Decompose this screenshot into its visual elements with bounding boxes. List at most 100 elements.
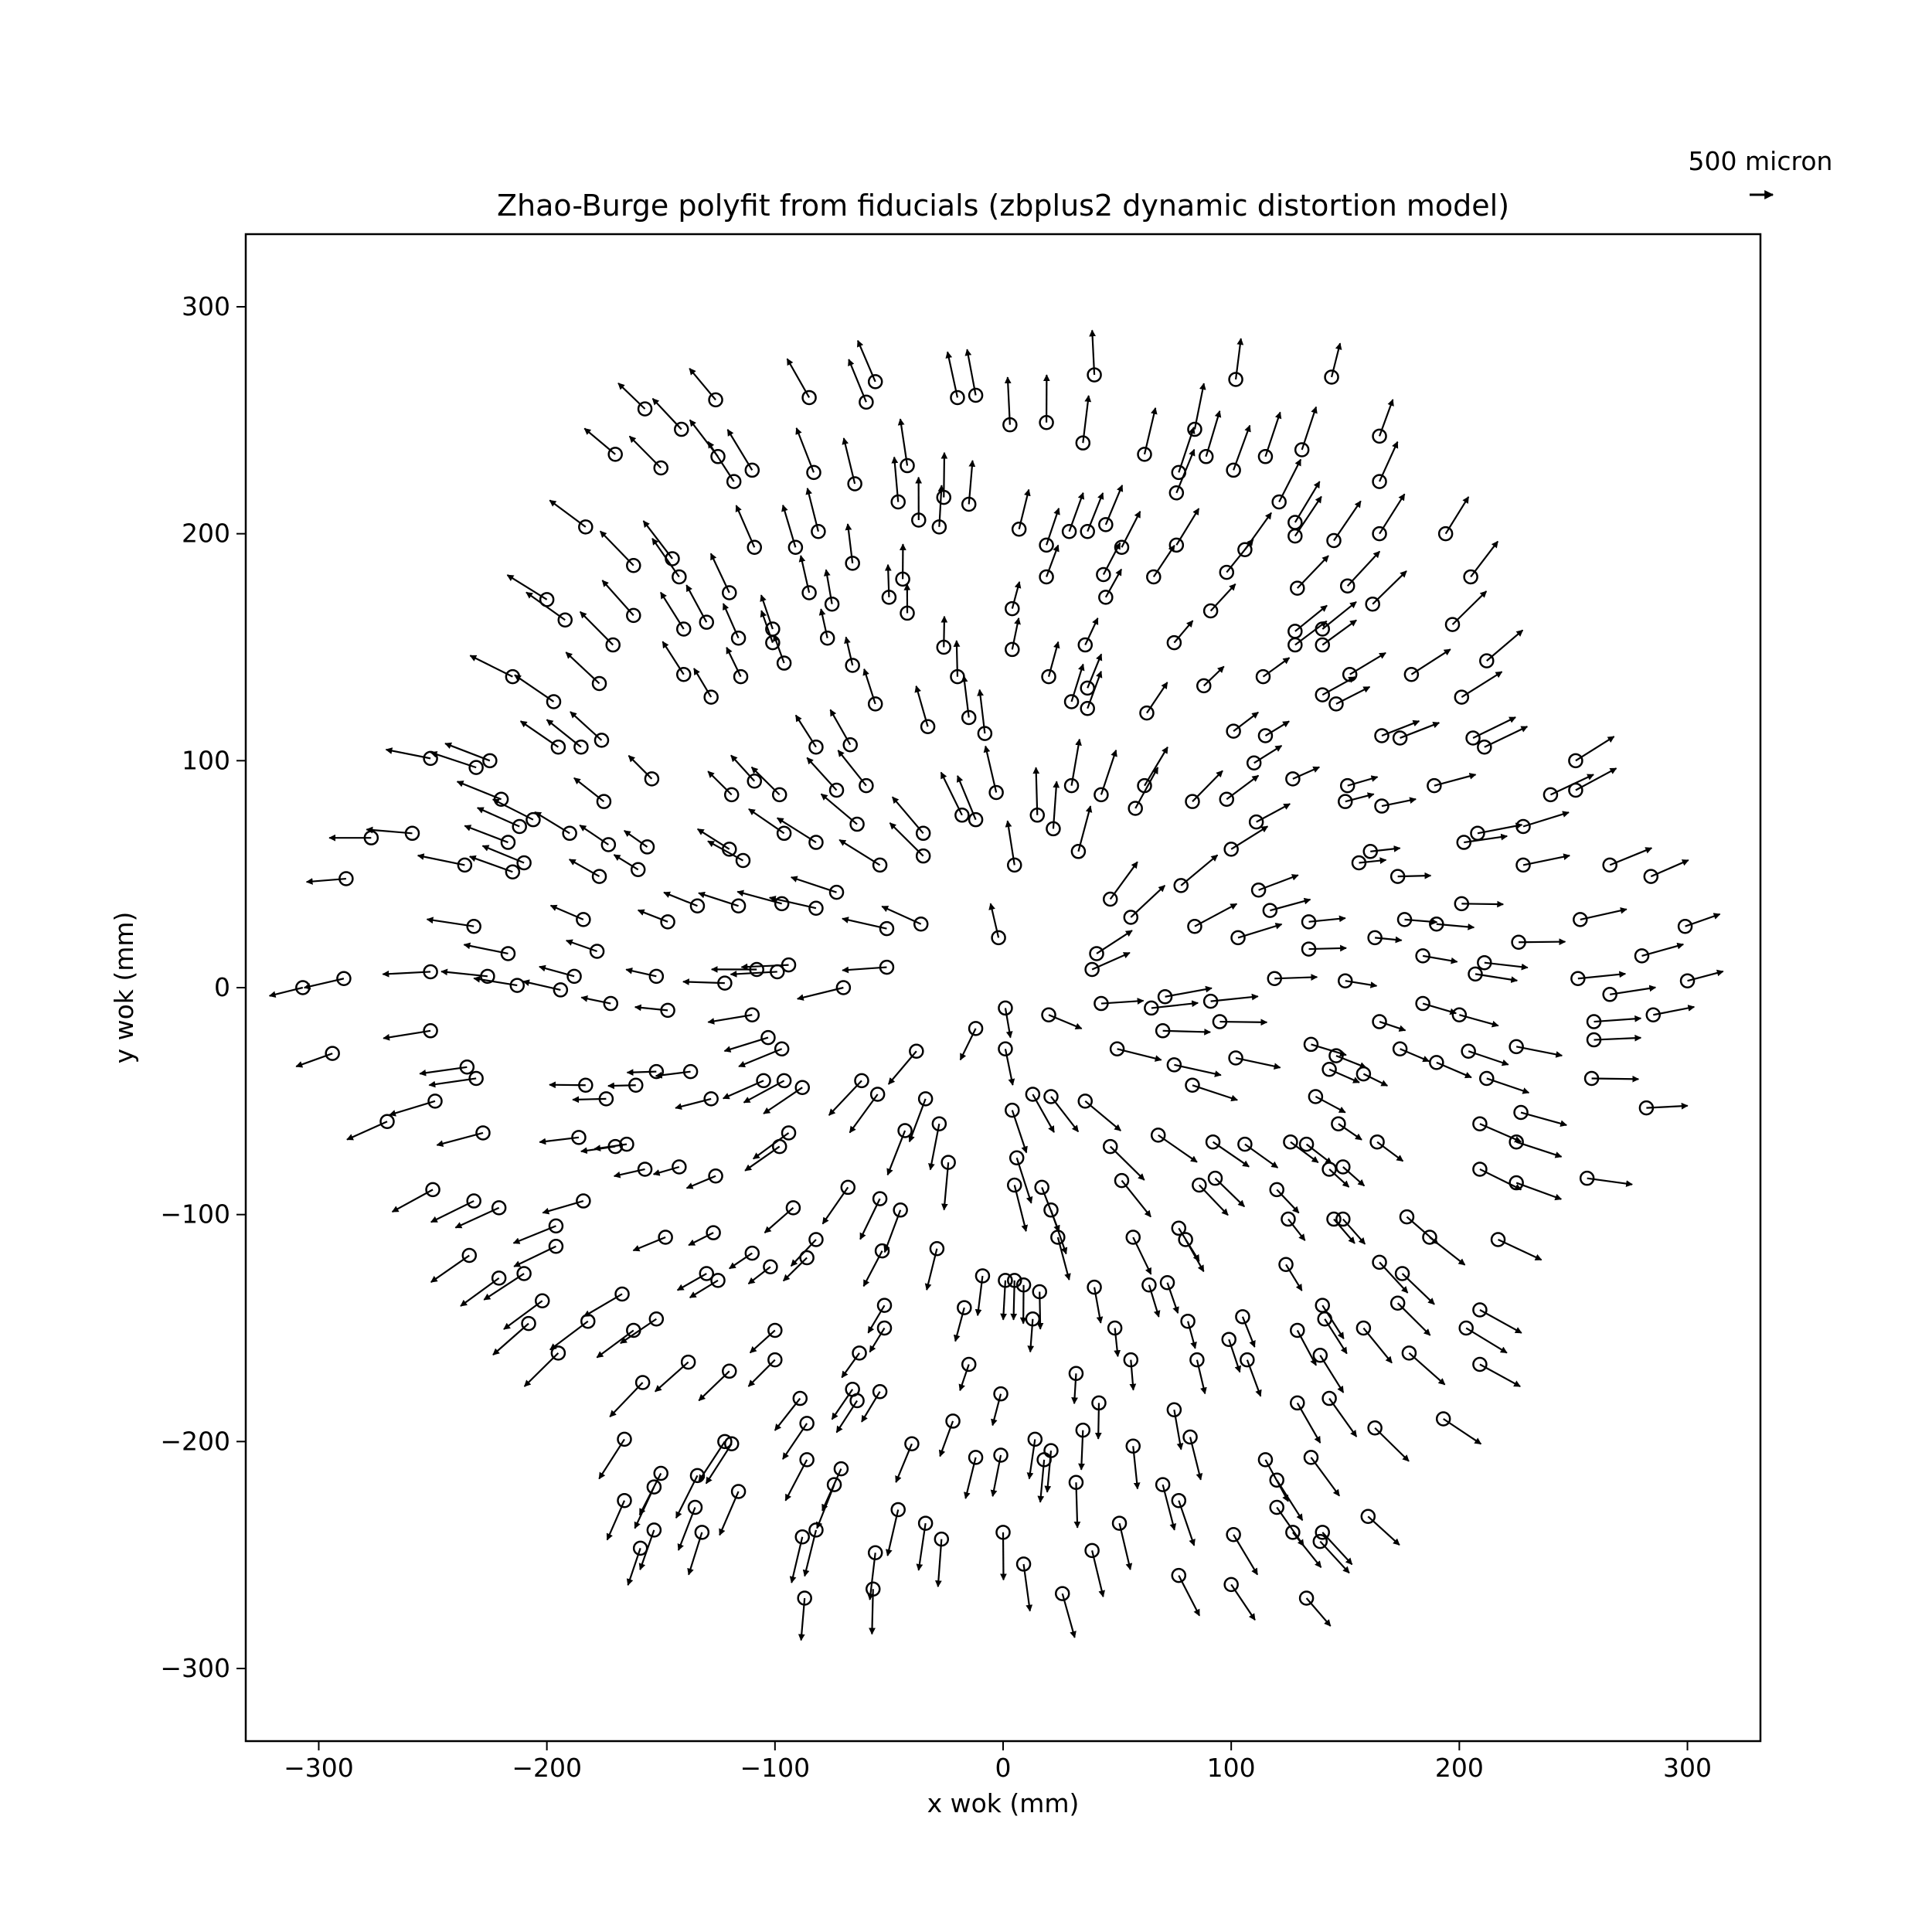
distortion-arrow <box>744 1145 781 1172</box>
fiducial-point <box>648 968 665 985</box>
fiducial-point <box>1182 1429 1198 1445</box>
distortion-arrow <box>607 1082 636 1090</box>
distortion-arrow <box>568 859 600 878</box>
distortion-arrow <box>719 1491 740 1536</box>
fiducial-point <box>859 394 874 410</box>
distortion-arrow <box>1050 1096 1080 1133</box>
distortion-arrow <box>991 1393 1002 1427</box>
distortion-arrow <box>1422 954 1458 964</box>
distortion-arrow <box>1046 544 1060 577</box>
x-tick-label: 100 <box>1207 1753 1256 1783</box>
distortion-arrow <box>583 1293 623 1318</box>
distortion-arrow <box>795 427 815 473</box>
distortion-arrow <box>842 437 856 485</box>
distortion-arrow <box>1359 857 1387 865</box>
distortion-arrow <box>1180 854 1219 886</box>
fiducial-point <box>699 614 715 630</box>
distortion-arrow <box>1429 1236 1466 1266</box>
distortion-arrow <box>1264 411 1282 457</box>
distortion-arrow <box>789 1536 804 1583</box>
distortion-arrow <box>1379 1021 1406 1032</box>
fiducial-point <box>747 774 763 789</box>
fiducial-point <box>735 852 751 869</box>
distortion-arrow <box>983 745 998 793</box>
distortion-arrow <box>1349 651 1386 675</box>
distortion-arrow <box>1078 1430 1085 1471</box>
fiducial-point <box>1468 966 1483 982</box>
fiducial-point <box>1303 1450 1319 1465</box>
distortion-arrow <box>760 594 774 630</box>
fiducial-point <box>1166 1057 1182 1073</box>
fiducial-point <box>1634 948 1650 964</box>
y-tick-label: 100 <box>182 745 230 775</box>
fiducial-point <box>993 1386 1009 1402</box>
distortion-arrow <box>606 1500 626 1541</box>
distortion-arrow <box>1522 811 1570 828</box>
fiducial-point <box>526 811 541 828</box>
distortion-arrow <box>844 636 854 666</box>
fiducial-point <box>516 1266 532 1281</box>
fiducial-point <box>765 634 781 651</box>
fiducial-point <box>619 1136 634 1152</box>
fiducial-point <box>1041 668 1056 685</box>
fiducial-point <box>722 1363 737 1379</box>
fiducial-point <box>1472 1162 1488 1177</box>
distortion-arrow <box>914 685 929 727</box>
fiducial-point <box>879 920 895 937</box>
distortion-arrow <box>760 610 774 643</box>
fiducial-point <box>819 630 835 646</box>
distortion-arrow <box>436 1131 484 1147</box>
distortion-arrow <box>1379 440 1399 482</box>
distortion-arrow <box>1610 985 1657 995</box>
fiducial-point <box>917 1515 934 1531</box>
fiducial-point <box>468 760 484 775</box>
distortion-arrow <box>1519 938 1566 946</box>
fiducial-point <box>1458 1320 1474 1336</box>
distortion-arrow <box>1685 913 1721 927</box>
distortion-arrow <box>1609 847 1653 866</box>
distortion-arrow <box>975 1275 984 1317</box>
fiducial-point <box>1007 1177 1022 1193</box>
fiducial-point <box>1077 637 1094 653</box>
fiducial-point <box>1461 1043 1476 1059</box>
distortion-arrow <box>526 591 566 621</box>
distortion-arrow <box>637 909 668 923</box>
distortion-arrow <box>743 1080 785 1104</box>
distortion-arrow <box>1285 1264 1303 1291</box>
chart-title: Zhao-Burge polyfit from fiducials (zbplu… <box>497 189 1509 223</box>
distortion-arrow <box>738 1048 783 1068</box>
fiducial-point <box>1041 1007 1056 1022</box>
distortion-arrow <box>831 1389 854 1420</box>
fiducial-point <box>521 1315 536 1332</box>
axis-ticks: −300 −200 −100 0 100 200 300 −300 −200 −100 0 100 20… <box>160 291 1712 1783</box>
fiducial-point <box>1367 1420 1383 1436</box>
distortion-arrow <box>417 853 465 866</box>
fiducial-point <box>459 1060 475 1075</box>
fiducial-point <box>792 1390 808 1406</box>
distortion-arrow <box>1479 1123 1522 1143</box>
fiducial-point <box>680 1354 696 1370</box>
distortion-arrow <box>1175 508 1200 546</box>
fiducial-point <box>1007 857 1022 873</box>
fiducial-point <box>1159 1275 1175 1291</box>
distortion-arrow <box>598 1438 625 1480</box>
distortion-arrow <box>651 538 680 578</box>
fiducial-point <box>1509 1039 1524 1055</box>
fiducial-point <box>703 1091 719 1107</box>
fiducial-point <box>553 982 569 998</box>
distortion-arrow <box>1515 1046 1563 1058</box>
distortion-arrow <box>1036 1291 1044 1330</box>
fiducial-point <box>849 816 865 832</box>
distortion-arrow <box>1308 944 1347 952</box>
distortion-arrow <box>1296 1402 1321 1444</box>
distortion-arrow <box>798 555 811 594</box>
distortion-arrow <box>895 1443 913 1483</box>
distortion-arrow <box>1328 1168 1350 1188</box>
distortion-arrow <box>887 1050 917 1085</box>
distortion-arrow <box>1230 825 1269 850</box>
distortion-arrow <box>1687 969 1724 982</box>
fiducial-point <box>589 944 605 959</box>
fiducial-point <box>1463 569 1478 585</box>
fiducial-point <box>1157 988 1173 1005</box>
fiducial-point <box>1146 569 1162 585</box>
